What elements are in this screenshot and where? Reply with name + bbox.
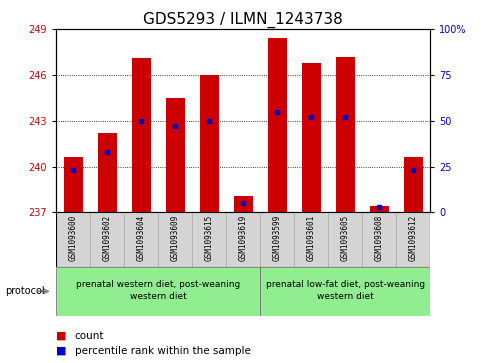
Text: GSM1093604: GSM1093604 bbox=[137, 215, 145, 261]
Bar bbox=[192, 212, 226, 267]
Text: GSM1093619: GSM1093619 bbox=[238, 215, 247, 261]
Bar bbox=[56, 267, 260, 316]
Bar bbox=[403, 158, 422, 212]
Text: GSM1093612: GSM1093612 bbox=[408, 215, 417, 261]
Bar bbox=[267, 38, 286, 212]
Text: GSM1093608: GSM1093608 bbox=[374, 215, 383, 261]
Title: GDS5293 / ILMN_1243738: GDS5293 / ILMN_1243738 bbox=[143, 12, 343, 28]
Bar bbox=[90, 212, 124, 267]
Bar bbox=[327, 212, 362, 267]
Text: GSM1093609: GSM1093609 bbox=[170, 215, 180, 261]
Text: GSM1093605: GSM1093605 bbox=[340, 215, 349, 261]
Text: GSM1093600: GSM1093600 bbox=[69, 215, 78, 261]
Bar bbox=[260, 212, 294, 267]
Text: ■: ■ bbox=[56, 331, 66, 341]
Text: prenatal low-fat diet, post-weaning
western diet: prenatal low-fat diet, post-weaning west… bbox=[265, 280, 424, 301]
Text: GSM1093602: GSM1093602 bbox=[102, 215, 112, 261]
Bar bbox=[226, 212, 260, 267]
Bar bbox=[335, 57, 354, 212]
Bar bbox=[200, 75, 218, 212]
Bar bbox=[260, 267, 429, 316]
Bar bbox=[294, 212, 327, 267]
Bar bbox=[56, 212, 90, 267]
Bar bbox=[64, 158, 82, 212]
Text: ■: ■ bbox=[56, 346, 66, 356]
Bar bbox=[301, 63, 320, 212]
Bar bbox=[233, 196, 252, 212]
Text: GSM1093615: GSM1093615 bbox=[204, 215, 213, 261]
Bar bbox=[132, 58, 150, 212]
Bar bbox=[165, 98, 184, 212]
Bar bbox=[98, 133, 116, 212]
Bar bbox=[158, 212, 192, 267]
Text: percentile rank within the sample: percentile rank within the sample bbox=[75, 346, 250, 356]
Text: GSM1093599: GSM1093599 bbox=[272, 215, 281, 261]
Text: GSM1093601: GSM1093601 bbox=[306, 215, 315, 261]
Bar bbox=[369, 206, 388, 212]
Bar bbox=[124, 212, 158, 267]
Bar bbox=[395, 212, 429, 267]
Bar bbox=[362, 212, 395, 267]
Text: protocol: protocol bbox=[5, 286, 44, 296]
Text: prenatal western diet, post-weaning
western diet: prenatal western diet, post-weaning west… bbox=[76, 280, 240, 301]
Text: count: count bbox=[75, 331, 104, 341]
